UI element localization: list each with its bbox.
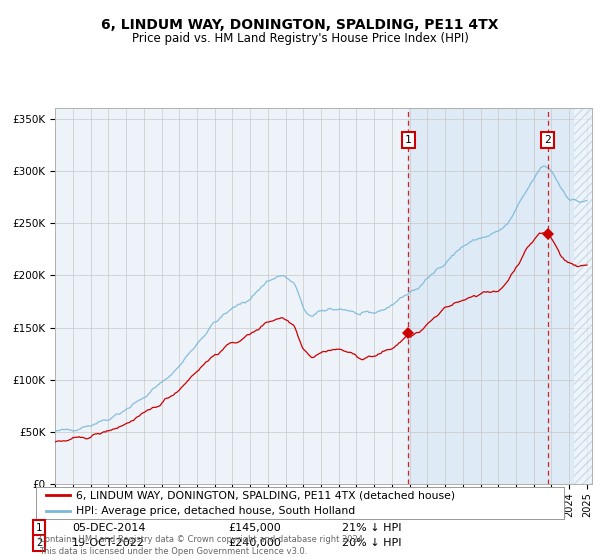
Text: 20% ↓ HPI: 20% ↓ HPI bbox=[342, 538, 401, 548]
Text: 05-DEC-2014: 05-DEC-2014 bbox=[72, 523, 146, 533]
Text: Price paid vs. HM Land Registry's House Price Index (HPI): Price paid vs. HM Land Registry's House … bbox=[131, 32, 469, 45]
Text: 2: 2 bbox=[545, 135, 551, 145]
Text: £240,000: £240,000 bbox=[228, 538, 281, 548]
Text: 2: 2 bbox=[36, 538, 42, 548]
Bar bbox=[408, 108, 592, 484]
Text: £145,000: £145,000 bbox=[228, 523, 281, 533]
Text: Contains HM Land Registry data © Crown copyright and database right 2024.
This d: Contains HM Land Registry data © Crown c… bbox=[39, 535, 365, 556]
Text: 6, LINDUM WAY, DONINGTON, SPALDING, PE11 4TX: 6, LINDUM WAY, DONINGTON, SPALDING, PE11… bbox=[101, 18, 499, 32]
Text: HPI: Average price, detached house, South Holland: HPI: Average price, detached house, Sout… bbox=[76, 506, 355, 516]
Text: 1: 1 bbox=[405, 135, 412, 145]
Text: 1: 1 bbox=[36, 523, 42, 533]
Bar bbox=[574, 108, 592, 484]
Text: 19-OCT-2022: 19-OCT-2022 bbox=[72, 538, 145, 548]
Text: 21% ↓ HPI: 21% ↓ HPI bbox=[342, 523, 401, 533]
Text: 6, LINDUM WAY, DONINGTON, SPALDING, PE11 4TX (detached house): 6, LINDUM WAY, DONINGTON, SPALDING, PE11… bbox=[76, 490, 455, 500]
